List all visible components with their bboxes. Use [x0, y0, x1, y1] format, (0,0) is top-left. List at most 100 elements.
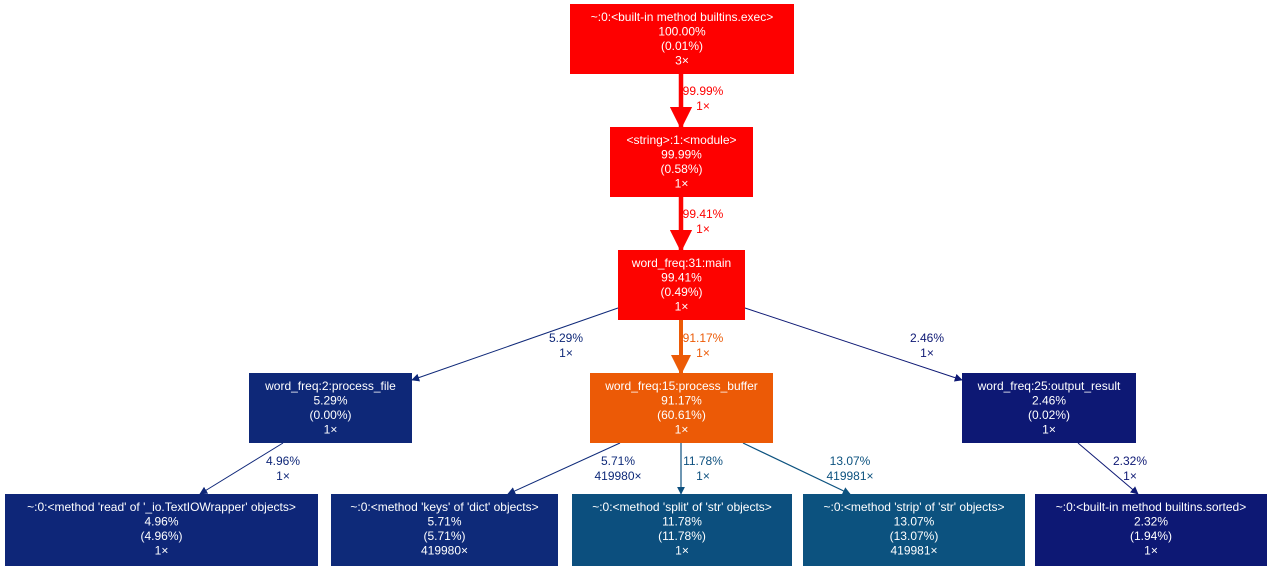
- node-read[interactable]: ~:0:<method 'read' of '_io.TextIOWrapper…: [5, 494, 318, 566]
- node-self-percentage: (0.01%): [661, 39, 703, 53]
- node-total-percentage: 100.00%: [658, 25, 706, 39]
- edge-main-to-output_result: 2.46%1×: [744, 307, 963, 382]
- node-keys[interactable]: ~:0:<method 'keys' of 'dict' objects>5.7…: [331, 494, 558, 566]
- node-function-name: ~:0:<method 'strip' of 'str' objects>: [824, 500, 1005, 514]
- edge-exec-to-module: 99.99%1×: [669, 74, 724, 130]
- node-box[interactable]: [1035, 494, 1267, 566]
- node-function-name: ~:0:<built-in method builtins.sorted>: [1056, 500, 1246, 514]
- node-box[interactable]: [610, 127, 753, 197]
- node-function-name: ~:0:<method 'keys' of 'dict' objects>: [350, 500, 538, 514]
- node-self-percentage: (5.71%): [423, 529, 465, 543]
- edge-process_file-to-read: 4.96%1×: [199, 442, 300, 495]
- node-call-count: 419980×: [421, 544, 468, 558]
- edge-line: [199, 442, 284, 495]
- node-function-name: word_freq:15:process_buffer: [604, 379, 758, 393]
- node-process-buffer[interactable]: word_freq:15:process_buffer91.17%(60.61%…: [590, 373, 773, 443]
- node-call-count: 1×: [675, 423, 689, 437]
- node-total-percentage: 99.99%: [661, 148, 702, 162]
- node-total-percentage: 11.78%: [662, 515, 702, 529]
- nodes-layer: ~:0:<built-in method builtins.exec>100.0…: [5, 4, 1267, 566]
- edge-percentage-label: 5.29%: [549, 331, 583, 345]
- node-function-name: ~:0:<method 'split' of 'str' objects>: [592, 500, 772, 514]
- edges-layer: 99.99%1×99.41%1×5.29%1×91.17%1×2.46%1×4.…: [199, 74, 1147, 495]
- node-box[interactable]: [618, 250, 745, 320]
- node-call-count: 1×: [675, 300, 689, 314]
- node-self-percentage: (11.78%): [658, 529, 706, 543]
- node-call-count: 1×: [1042, 423, 1056, 437]
- node-total-percentage: 5.29%: [313, 394, 347, 408]
- node-total-percentage: 13.07%: [894, 515, 935, 529]
- edge-line: [507, 442, 621, 495]
- node-self-percentage: (0.02%): [1028, 408, 1070, 422]
- edge-main-to-process_buffer: 91.17%1×: [671, 320, 724, 375]
- edge-percentage-label: 11.78%: [683, 454, 723, 468]
- node-call-count: 1×: [675, 544, 689, 558]
- node-total-percentage: 4.96%: [144, 515, 178, 529]
- edge-percentage-label: 99.41%: [683, 207, 724, 221]
- edge-call-count-label: 1×: [696, 469, 710, 483]
- node-box[interactable]: [331, 494, 558, 566]
- node-total-percentage: 91.17%: [661, 394, 702, 408]
- node-function-name: word_freq:31:main: [631, 256, 731, 270]
- edge-percentage-label: 4.96%: [266, 454, 300, 468]
- node-call-count: 1×: [1144, 544, 1158, 558]
- node-total-percentage: 5.71%: [427, 515, 461, 529]
- edge-line: [742, 442, 851, 495]
- node-call-count: 3×: [675, 54, 689, 68]
- edge-line: [411, 307, 619, 382]
- edge-line: [744, 307, 963, 382]
- edge-process_buffer-to-keys: 5.71%419980×: [507, 442, 642, 495]
- edge-call-count-label: 1×: [696, 346, 710, 360]
- edge-percentage-label: 99.99%: [683, 84, 724, 98]
- node-total-percentage: 2.46%: [1032, 394, 1066, 408]
- edge-call-count-label: 1×: [276, 469, 290, 483]
- edge-line: [1077, 442, 1139, 495]
- node-call-count: 1×: [675, 177, 689, 191]
- edge-call-count-label: 1×: [696, 99, 710, 113]
- edge-percentage-label: 2.32%: [1113, 454, 1147, 468]
- edge-percentage-label: 5.71%: [601, 454, 635, 468]
- node-box[interactable]: [572, 494, 792, 566]
- node-sorted[interactable]: ~:0:<built-in method builtins.sorted>2.3…: [1035, 494, 1267, 566]
- node-box[interactable]: [249, 373, 412, 443]
- edge-process_buffer-to-split: 11.78%1×: [677, 443, 723, 495]
- node-self-percentage: (13.07%): [890, 529, 939, 543]
- node-function-name: word_freq:2:process_file: [264, 379, 396, 393]
- edge-process_buffer-to-strip: 13.07%419981×: [742, 442, 874, 495]
- edge-percentage-label: 13.07%: [830, 454, 871, 468]
- node-call-count: 1×: [324, 423, 338, 437]
- node-self-percentage: (1.94%): [1130, 529, 1172, 543]
- node-self-percentage: (60.61%): [657, 408, 706, 422]
- node-box[interactable]: [962, 373, 1136, 443]
- node-box[interactable]: [803, 494, 1025, 566]
- edge-call-count-label: 1×: [559, 346, 573, 360]
- edge-percentage-label: 2.46%: [910, 331, 944, 345]
- node-function-name: <string>:1:<module>: [626, 133, 736, 147]
- edge-percentage-label: 91.17%: [683, 331, 724, 345]
- node-function-name: word_freq:25:output_result: [977, 379, 1121, 393]
- node-split[interactable]: ~:0:<method 'split' of 'str' objects>11.…: [572, 494, 792, 566]
- edge-module-to-main: 99.41%1×: [669, 197, 724, 253]
- edge-output_result-to-sorted: 2.32%1×: [1077, 442, 1147, 495]
- edge-call-count-label: 419981×: [826, 469, 873, 483]
- node-module[interactable]: <string>:1:<module>99.99%(0.58%)1×: [610, 127, 753, 197]
- node-call-count: 1×: [155, 544, 169, 558]
- node-self-percentage: (0.49%): [660, 285, 702, 299]
- edge-main-to-process_file: 5.29%1×: [411, 307, 619, 382]
- node-box[interactable]: [5, 494, 318, 566]
- node-self-percentage: (4.96%): [140, 529, 182, 543]
- node-total-percentage: 99.41%: [661, 271, 702, 285]
- node-box[interactable]: [570, 4, 794, 74]
- node-function-name: ~:0:<built-in method builtins.exec>: [591, 10, 773, 24]
- node-exec[interactable]: ~:0:<built-in method builtins.exec>100.0…: [570, 4, 794, 74]
- edge-call-count-label: 1×: [1123, 469, 1137, 483]
- node-self-percentage: (0.58%): [660, 162, 702, 176]
- edge-call-count-label: 1×: [696, 222, 710, 236]
- node-box[interactable]: [590, 373, 773, 443]
- node-strip[interactable]: ~:0:<method 'strip' of 'str' objects>13.…: [803, 494, 1025, 566]
- node-self-percentage: (0.00%): [309, 408, 351, 422]
